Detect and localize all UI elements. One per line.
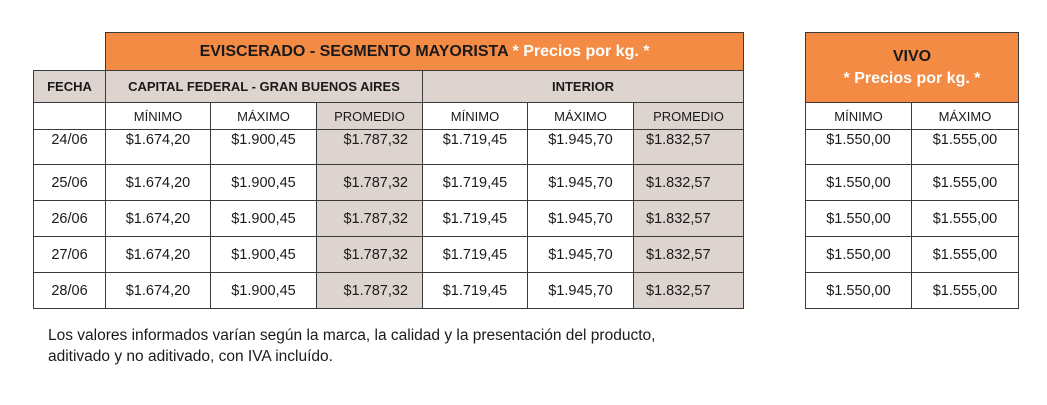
vivo-price-table: VIVO * Precios por kg. * MÍNIMO MÁXIMO $… [805,32,1019,309]
int-min-cell: $1.719,45 [422,200,528,237]
footnote: Los valores informados varían según la m… [48,325,655,367]
int-max-header: MÁXIMO [527,102,634,130]
cap-max-cell: $1.900,45 [210,164,317,201]
cap-min-cell: $1.674,20 [105,164,211,201]
vivo-max-header: MÁXIMO [911,102,1019,130]
fecha-cell: 28/06 [33,272,106,309]
table-row: 26/06 $1.674,20 $1.900,45 $1.787,32 $1.7… [33,200,745,237]
vivo-max-cell: $1.555,00 [911,129,1019,165]
int-prom-cell: $1.832,57 [632,164,745,201]
footnote-line-2: aditivado y no aditivado, con IVA incluí… [48,348,333,365]
cap-prom-header: PROMEDIO [316,102,423,130]
table-row: $1.550,00 $1.555,00 [805,129,1019,165]
eviscerado-title-text: EVISCERADO - SEGMENTO MAYORISTA [199,42,509,60]
fecha-sub-blank [33,102,106,130]
vivo-max-cell: $1.555,00 [911,236,1019,273]
vivo-min-header: MÍNIMO [805,102,912,130]
cap-max-cell: $1.900,45 [210,129,317,165]
vivo-min-cell: $1.550,00 [805,129,912,165]
vivo-min-cell: $1.550,00 [805,272,912,309]
cap-prom-cell: $1.787,32 [316,200,423,237]
vivo-title-text: VIVO [892,47,932,65]
cap-max-header: MÁXIMO [210,102,317,130]
int-max-cell: $1.945,70 [527,129,634,165]
region-interior-header: INTERIOR [421,70,745,103]
cap-min-cell: $1.674,20 [105,272,211,309]
cap-min-cell: $1.674,20 [105,200,211,237]
eviscerado-title-note: * Precios por kg. * [512,42,650,60]
table-row: 25/06 $1.674,20 $1.900,45 $1.787,32 $1.7… [33,164,745,201]
cap-prom-cell: $1.787,32 [316,272,423,309]
vivo-max-cell: $1.555,00 [911,200,1019,237]
vivo-max-cell: $1.555,00 [911,164,1019,201]
int-prom-cell: $1.832,57 [632,200,745,237]
cap-prom-cell: $1.787,32 [316,236,423,273]
int-min-cell: $1.719,45 [422,129,528,165]
int-prom-cell: $1.832,57 [632,272,745,309]
fecha-header: FECHA [33,70,106,103]
vivo-min-cell: $1.550,00 [805,236,912,273]
eviscerado-price-table: EVISCERADO - SEGMENTO MAYORISTA * Precio… [33,32,745,309]
cap-min-header: MÍNIMO [105,102,211,130]
vivo-title-note: * Precios por kg. * [843,69,981,87]
cap-min-cell: $1.674,20 [105,236,211,273]
corner-blank [34,33,106,71]
int-min-cell: $1.719,45 [422,164,528,201]
int-max-cell: $1.945,70 [527,200,634,237]
fecha-cell: 25/06 [33,164,106,201]
fecha-cell: 27/06 [33,236,106,273]
table-row: 28/06 $1.674,20 $1.900,45 $1.787,32 $1.7… [33,272,745,309]
int-prom-cell: $1.832,57 [632,236,745,273]
region-capital-header: CAPITAL FEDERAL - GRAN BUENOS AIRES [105,70,423,103]
int-max-cell: $1.945,70 [527,236,634,273]
int-min-header: MÍNIMO [422,102,528,130]
int-prom-cell: $1.832,57 [632,129,745,165]
vivo-title: VIVO * Precios por kg. * [805,32,1019,103]
table-row: $1.550,00 $1.555,00 [805,272,1019,309]
fecha-cell: 24/06 [33,129,106,165]
int-max-cell: $1.945,70 [527,164,634,201]
footnote-line-1: Los valores informados varían según la m… [48,327,656,344]
table-row: 24/06 $1.674,20 $1.900,45 $1.787,32 $1.7… [33,129,745,165]
cap-min-cell: $1.674,20 [105,129,211,165]
cap-max-cell: $1.900,45 [210,236,317,273]
table-row: $1.550,00 $1.555,00 [805,236,1019,273]
table-row: $1.550,00 $1.555,00 [805,200,1019,237]
vivo-min-cell: $1.550,00 [805,200,912,237]
cap-prom-cell: $1.787,32 [316,164,423,201]
int-min-cell: $1.719,45 [422,236,528,273]
cap-max-cell: $1.900,45 [210,200,317,237]
vivo-min-cell: $1.550,00 [805,164,912,201]
vivo-max-cell: $1.555,00 [911,272,1019,309]
int-max-cell: $1.945,70 [527,272,634,309]
int-prom-header: PROMEDIO [632,102,745,130]
int-min-cell: $1.719,45 [422,272,528,309]
cap-prom-cell: $1.787,32 [316,129,423,165]
table-row: $1.550,00 $1.555,00 [805,164,1019,201]
eviscerado-title: EVISCERADO - SEGMENTO MAYORISTA * Precio… [104,32,745,71]
cap-max-cell: $1.900,45 [210,272,317,309]
table-row: 27/06 $1.674,20 $1.900,45 $1.787,32 $1.7… [33,236,745,273]
fecha-cell: 26/06 [33,200,106,237]
